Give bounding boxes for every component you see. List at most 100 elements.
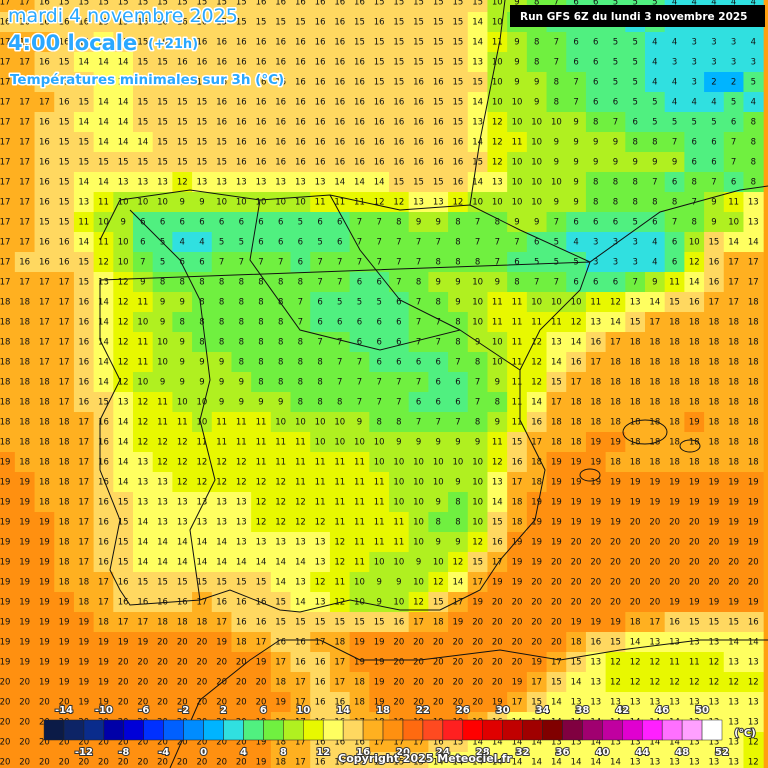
temperature-value: 19 bbox=[571, 618, 582, 628]
temperature-cell bbox=[664, 72, 685, 93]
temperature-cell bbox=[14, 0, 36, 13]
temperature-cell bbox=[14, 192, 36, 213]
temperature-value: 9 bbox=[475, 438, 480, 448]
temperature-value: 4 bbox=[672, 78, 677, 88]
temperature-cell bbox=[507, 72, 528, 93]
temperature-value: 17 bbox=[531, 438, 542, 448]
temperature-value: 14 bbox=[728, 638, 739, 648]
temperature-value: 11 bbox=[334, 198, 345, 208]
temperature-cell bbox=[14, 72, 36, 93]
temperature-cell bbox=[113, 192, 134, 213]
temperature-value: 18 bbox=[0, 358, 10, 368]
temperature-cell bbox=[93, 252, 114, 273]
temperature-value: 17 bbox=[19, 138, 30, 148]
temperature-value: 16 bbox=[354, 78, 365, 88]
legend-swatch bbox=[641, 719, 663, 741]
temperature-value: 6 bbox=[593, 218, 598, 228]
temperature-value: 9 bbox=[180, 358, 185, 368]
legend-tick-label: 32 bbox=[516, 747, 530, 758]
temperature-value: 20 bbox=[669, 518, 680, 528]
temperature-value: 16 bbox=[39, 138, 50, 148]
temperature-value: 5 bbox=[376, 298, 381, 308]
temperature-value: 14 bbox=[649, 298, 660, 308]
temperature-cell bbox=[251, 272, 272, 293]
temperature-value: 20 bbox=[748, 578, 759, 588]
temperature-value: 20 bbox=[453, 678, 464, 688]
temperature-value: 7 bbox=[455, 418, 460, 428]
temperature-cell bbox=[684, 232, 705, 253]
temperature-cell bbox=[54, 252, 75, 273]
temperature-value: 15 bbox=[177, 158, 188, 168]
temperature-cell bbox=[408, 232, 429, 253]
temperature-value: 18 bbox=[748, 458, 759, 468]
temperature-value: 7 bbox=[278, 258, 283, 268]
temperature-value: 16 bbox=[315, 78, 326, 88]
temperature-cell bbox=[546, 152, 567, 173]
temperature-value: 17 bbox=[551, 658, 562, 668]
temperature-value: 16 bbox=[453, 158, 464, 168]
temperature-value: 6 bbox=[711, 138, 716, 148]
temperature-value: 16 bbox=[236, 618, 247, 628]
temperature-value: 5 bbox=[239, 238, 244, 248]
temperature-value: 11 bbox=[728, 198, 739, 208]
temperature-value: 18 bbox=[610, 398, 621, 408]
temperature-value: 16 bbox=[216, 598, 227, 608]
temperature-value: 13 bbox=[137, 498, 148, 508]
temperature-value: 9 bbox=[278, 398, 283, 408]
temperature-value: 9 bbox=[396, 578, 401, 588]
temperature-value: 9 bbox=[376, 578, 381, 588]
temperature-value: 17 bbox=[59, 298, 70, 308]
temperature-value: 19 bbox=[39, 598, 50, 608]
temperature-value: 20 bbox=[157, 658, 168, 668]
temperature-value: 15 bbox=[197, 98, 208, 108]
temperature-cell bbox=[34, 172, 55, 193]
temperature-value: 9 bbox=[711, 198, 716, 208]
temperature-cell bbox=[507, 152, 528, 173]
temperature-value: 16 bbox=[295, 78, 306, 88]
temperature-value: 20 bbox=[413, 638, 424, 648]
temperature-value: 20 bbox=[118, 658, 129, 668]
temperature-value: 20 bbox=[472, 658, 483, 668]
temperature-cell bbox=[211, 52, 232, 73]
temperature-value: 9 bbox=[495, 378, 500, 388]
temperature-value: 6 bbox=[317, 318, 322, 328]
temperature-value: 16 bbox=[512, 458, 523, 468]
temperature-value: 19 bbox=[689, 598, 700, 608]
temperature-value: 8 bbox=[554, 78, 559, 88]
temperature-value: 20 bbox=[19, 678, 30, 688]
temperature-value: 10 bbox=[295, 198, 306, 208]
temperature-value: 14 bbox=[472, 18, 483, 28]
temperature-value: 18 bbox=[630, 378, 641, 388]
temperature-value: 15 bbox=[59, 218, 70, 228]
temperature-value: 16 bbox=[197, 38, 208, 48]
temperature-cell bbox=[369, 192, 390, 213]
temperature-value: 19 bbox=[39, 658, 50, 668]
temperature-cell bbox=[54, 92, 75, 113]
temperature-value: 8 bbox=[317, 378, 322, 388]
temperature-value: 19 bbox=[78, 658, 89, 668]
temperature-value: 6 bbox=[731, 118, 736, 128]
temperature-cell bbox=[467, 12, 488, 33]
temperature-cell bbox=[152, 132, 173, 153]
temperature-value: 20 bbox=[118, 698, 129, 708]
temperature-value: 12 bbox=[295, 518, 306, 528]
temperature-value: 11 bbox=[512, 298, 523, 308]
temperature-cell bbox=[133, 132, 154, 153]
temperature-cell bbox=[566, 72, 587, 93]
temperature-value: 7 bbox=[337, 278, 342, 288]
temperature-value: 9 bbox=[455, 298, 460, 308]
temperature-cell bbox=[54, 212, 75, 233]
temperature-value: 6 bbox=[258, 218, 263, 228]
temperature-value: 15 bbox=[413, 0, 424, 8]
temperature-value: 20 bbox=[216, 758, 227, 768]
temperature-value: 16 bbox=[315, 138, 326, 148]
temperature-value: 12 bbox=[197, 478, 208, 488]
temperature-cell bbox=[408, 92, 429, 113]
temperature-cell bbox=[93, 72, 114, 93]
temperature-value: 13 bbox=[669, 698, 680, 708]
temperature-cell bbox=[34, 112, 55, 133]
temperature-value: 13 bbox=[157, 518, 168, 528]
temperature-value: 10 bbox=[98, 218, 109, 228]
temperature-cell bbox=[211, 132, 232, 153]
temperature-value: 11 bbox=[216, 418, 227, 428]
